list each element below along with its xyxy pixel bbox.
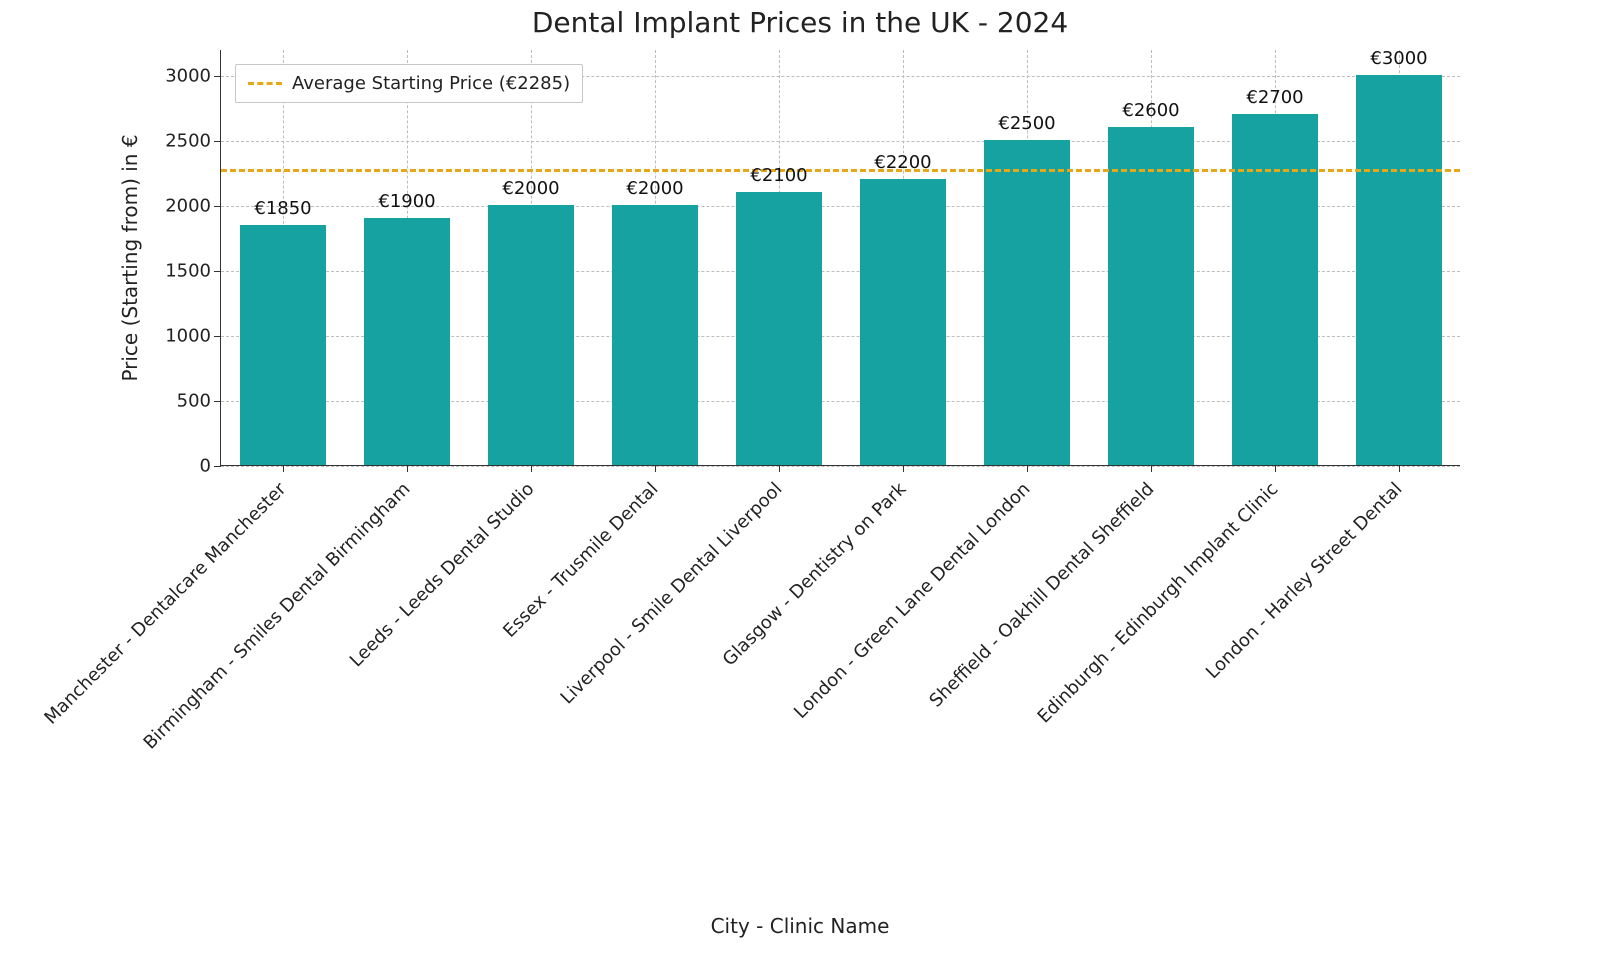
x-tick [655, 465, 656, 472]
x-tick [1027, 465, 1028, 472]
y-tick [214, 336, 221, 337]
y-tick-label: 3000 [165, 66, 211, 87]
plot-area: Average Starting Price (€2285) 050010001… [220, 50, 1460, 466]
average-line [221, 169, 1460, 172]
y-tick-label: 0 [200, 456, 211, 477]
x-tick-label: Glasgow - Dentistry on Park [613, 479, 911, 777]
bar-value-label: €2200 [874, 152, 931, 173]
bar-value-label: €1900 [378, 191, 435, 212]
x-tick [283, 465, 284, 472]
y-tick-label: 1000 [165, 326, 211, 347]
chart-title: Dental Implant Prices in the UK - 2024 [0, 6, 1600, 39]
x-tick-label: Liverpool - Smile Dental Liverpool [489, 479, 787, 777]
bar-value-label: €3000 [1370, 48, 1427, 69]
bar [1232, 114, 1319, 465]
legend-label: Average Starting Price (€2285) [292, 73, 570, 94]
y-tick [214, 76, 221, 77]
y-tick [214, 401, 221, 402]
bar [364, 218, 451, 465]
bar-value-label: €2600 [1122, 100, 1179, 121]
bar-value-label: €1850 [254, 198, 311, 219]
x-tick [1151, 465, 1152, 472]
bar-value-label: €2000 [502, 178, 559, 199]
x-tick [903, 465, 904, 472]
bar [1108, 127, 1195, 465]
legend: Average Starting Price (€2285) [235, 64, 583, 103]
y-tick [214, 141, 221, 142]
y-tick-label: 500 [177, 391, 211, 412]
bar [736, 192, 823, 465]
bar [1356, 75, 1443, 465]
figure: Dental Implant Prices in the UK - 2024 P… [0, 0, 1600, 956]
x-tick-label: London - Green Lane Dental London [737, 479, 1035, 777]
y-axis-label: Price (Starting from) in € [118, 134, 142, 381]
bar [488, 205, 575, 465]
x-tick-label: Edinburgh - Edinburgh Implant Clinic [985, 479, 1283, 777]
x-tick [407, 465, 408, 472]
y-tick-label: 1500 [165, 261, 211, 282]
y-tick [214, 206, 221, 207]
bar-value-label: €2700 [1246, 87, 1303, 108]
bar-value-label: €2000 [626, 178, 683, 199]
bar [860, 179, 947, 465]
x-tick [531, 465, 532, 472]
y-tick-label: 2500 [165, 131, 211, 152]
bar-value-label: €2100 [750, 165, 807, 186]
x-tick-label: Birmingham - Smiles Dental Birmingham [117, 479, 415, 777]
bar-value-label: €2500 [998, 113, 1055, 134]
bar [240, 225, 327, 466]
y-tick-label: 2000 [165, 196, 211, 217]
x-tick [1399, 465, 1400, 472]
bar [984, 140, 1071, 465]
x-tick-label: Leeds - Leeds Dental Studio [241, 479, 539, 777]
x-tick-label: London - Harley Street Dental [1109, 479, 1407, 777]
x-tick [1275, 465, 1276, 472]
bar [612, 205, 699, 465]
legend-line-swatch [248, 82, 282, 85]
x-axis-label: City - Clinic Name [0, 914, 1600, 938]
x-tick-label: Sheffield - Oakhill Dental Sheffield [861, 479, 1159, 777]
y-tick [214, 271, 221, 272]
x-tick-label: Essex - Trusmile Dental [365, 479, 663, 777]
x-tick [779, 465, 780, 472]
y-tick [214, 466, 221, 467]
